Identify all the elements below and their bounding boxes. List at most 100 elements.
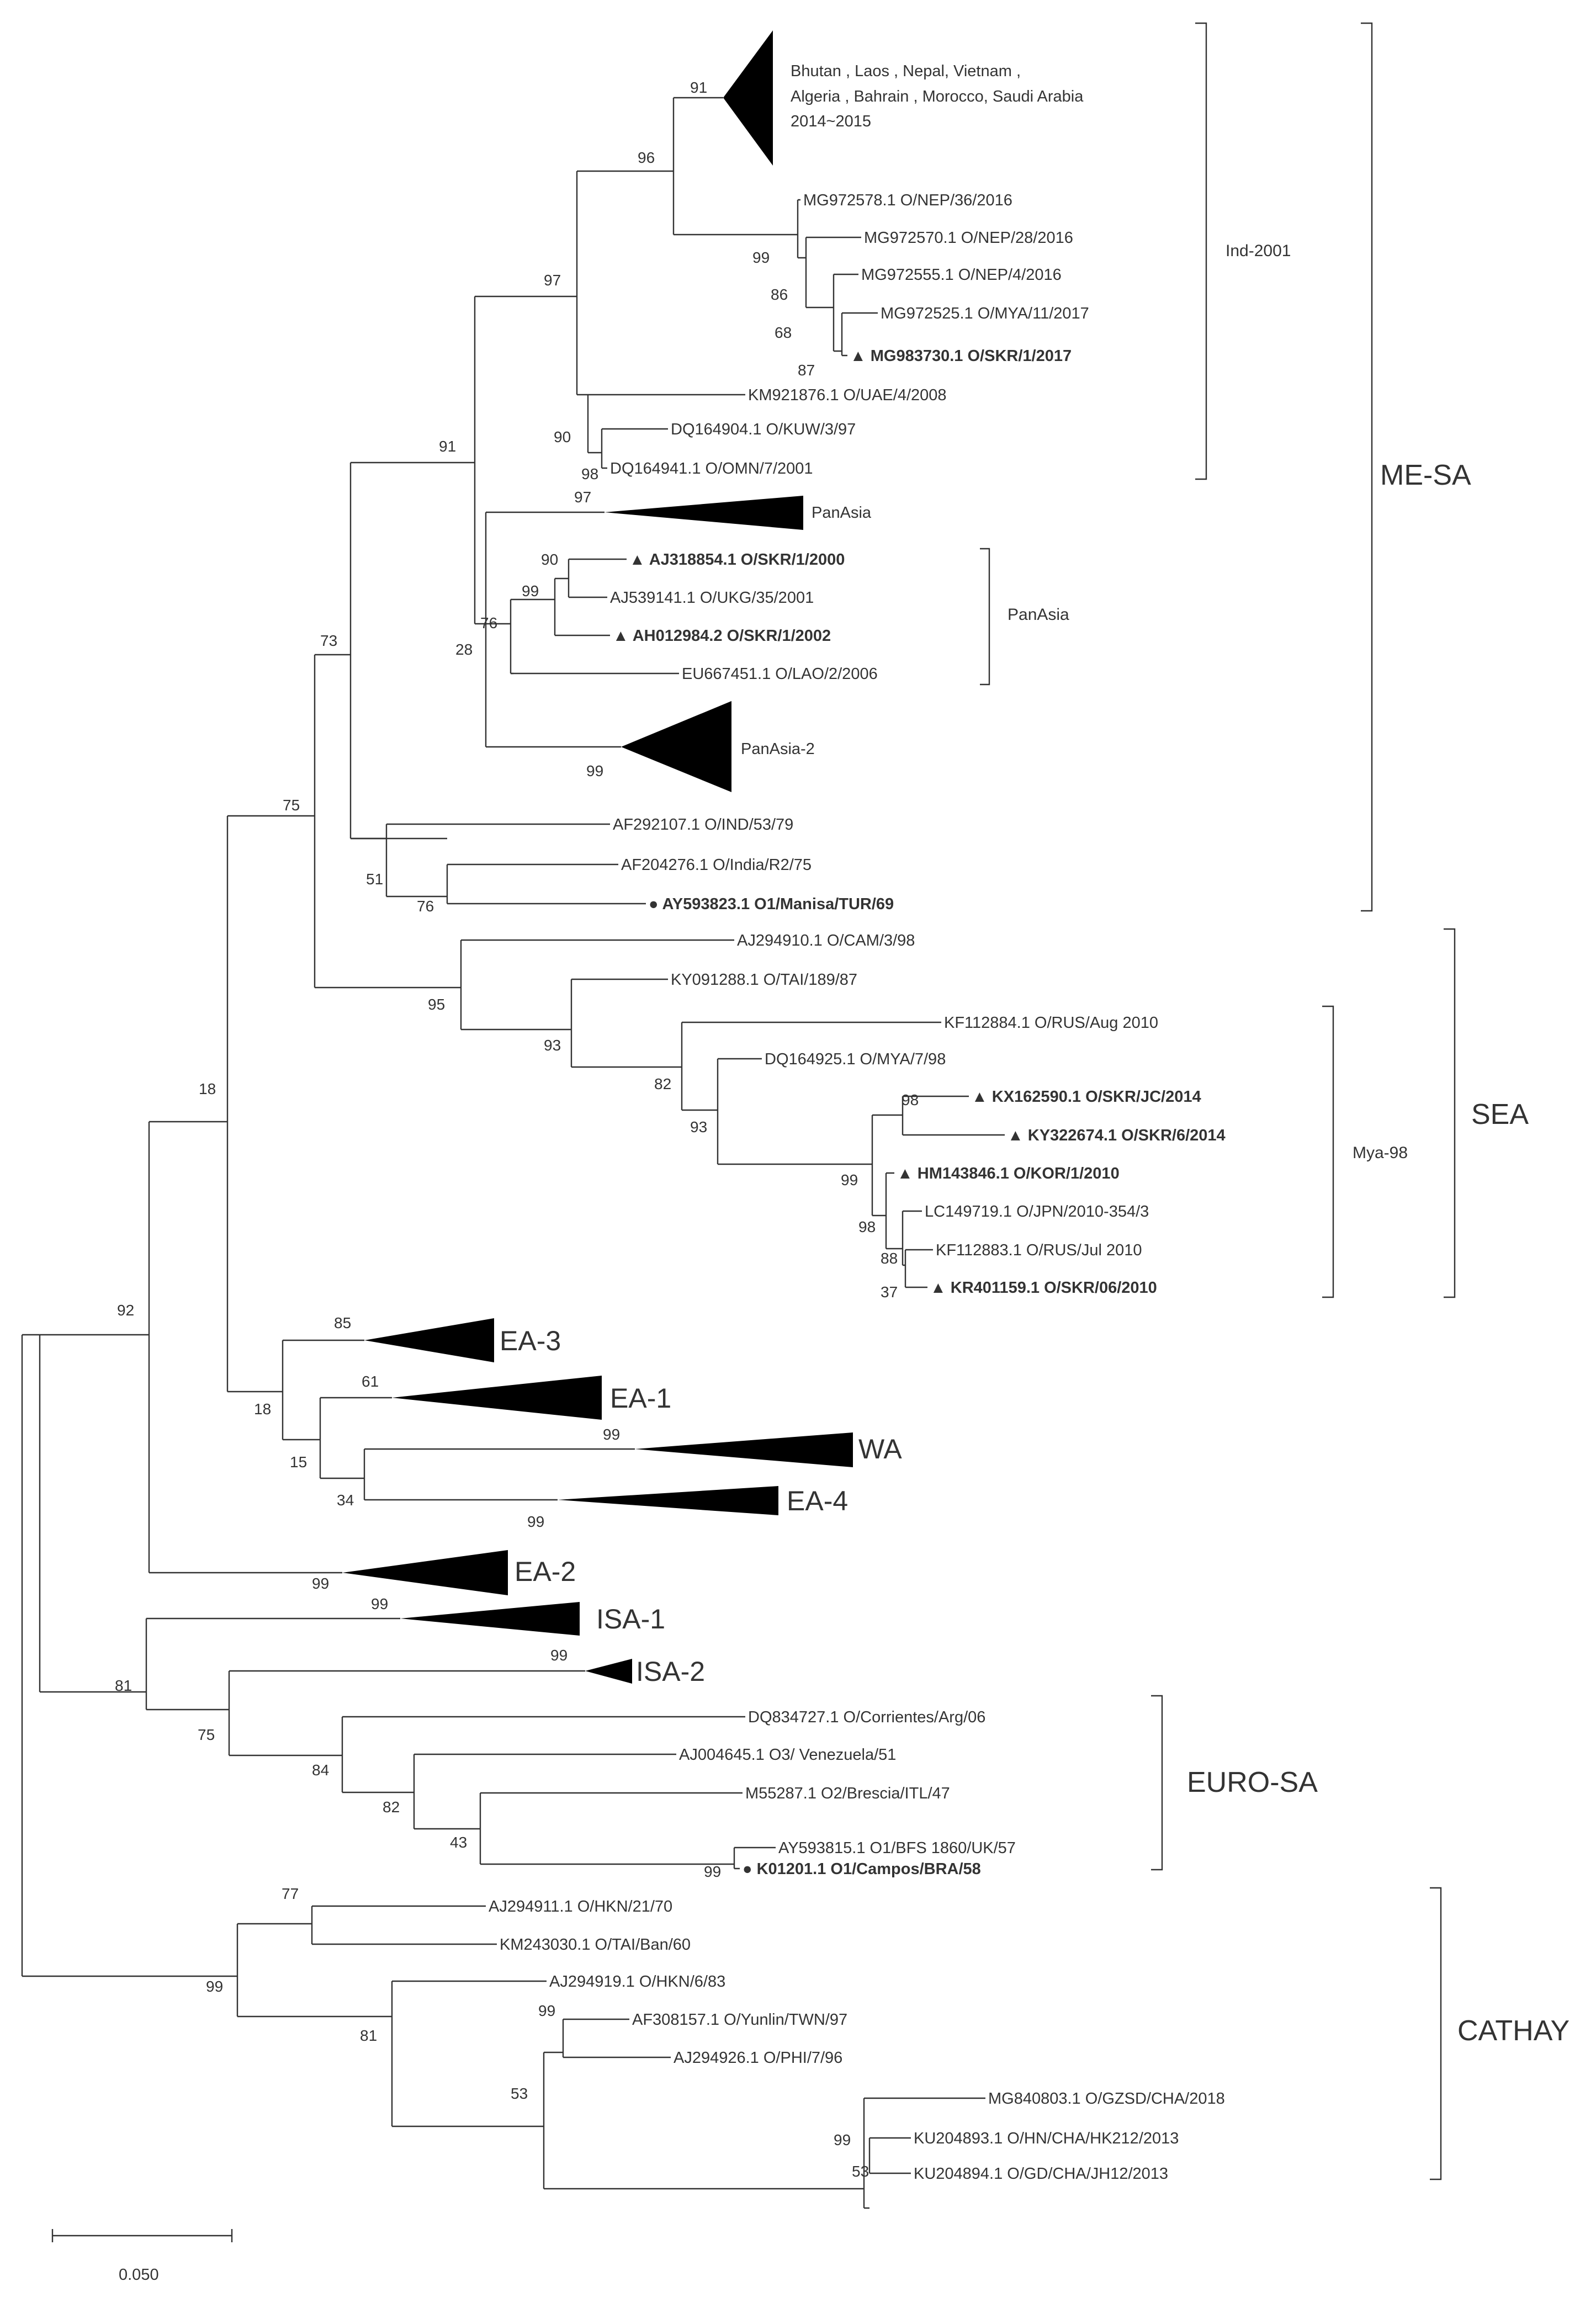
ind-triangle-label-line1: Bhutan , Laos , Nepal, Vietnam , bbox=[791, 62, 1021, 80]
bootstrap-value: 93 bbox=[690, 1118, 707, 1135]
bootstrap-value: 43 bbox=[450, 1834, 467, 1851]
branch-n30 bbox=[904, 1249, 933, 1288]
bootstrap-value: 77 bbox=[282, 1885, 299, 1902]
leaf-label-korean-isolate: ▲ KR401159.1 O/SKR/06/2010 bbox=[930, 1279, 1157, 1297]
branch-n35 bbox=[228, 1670, 585, 1757]
bootstrap-value: 18 bbox=[199, 1080, 216, 1097]
triangle-ea3 bbox=[364, 1318, 494, 1362]
bracket-panasia bbox=[980, 548, 990, 686]
bootstrap-value: 61 bbox=[362, 1373, 379, 1390]
bootstrap-value: 91 bbox=[690, 79, 707, 96]
me-sa-label: ME-SA bbox=[1380, 459, 1471, 491]
branch-n3 bbox=[148, 1121, 342, 1574]
collapsed-clades bbox=[342, 30, 853, 1684]
bootstrap-value: 75 bbox=[283, 797, 300, 814]
branch-n42 bbox=[391, 1980, 547, 2127]
branch-n11 bbox=[805, 236, 861, 309]
leaf-label: AF308157.1 O/Yunlin/TWN/97 bbox=[632, 2011, 847, 2029]
ind-triangle-label-line3: 2014~2015 bbox=[791, 113, 871, 130]
mya98-label: Mya-98 bbox=[1353, 1144, 1408, 1162]
bootstrap-value: 98 bbox=[858, 1218, 876, 1235]
branch-n33 bbox=[363, 1448, 635, 1501]
ea1-label: EA-1 bbox=[610, 1383, 671, 1414]
bootstrap-value: 75 bbox=[198, 1726, 215, 1743]
bracket-mya98 bbox=[1322, 1005, 1334, 1298]
branch-n27 bbox=[902, 1095, 1005, 1136]
leaf-label: MG840803.1 O/GZSD/CHA/2018 bbox=[988, 2090, 1225, 2108]
leaf-label: AJ294911.1 O/HKN/21/70 bbox=[489, 1898, 672, 1915]
branch-n43 bbox=[543, 2051, 864, 2190]
branch-n40 bbox=[236, 1923, 392, 2018]
sea-label: SEA bbox=[1471, 1099, 1529, 1131]
branch-n8 bbox=[576, 170, 674, 396]
triangle-marker-icon: ▲ bbox=[972, 1088, 988, 1106]
bootstrap-value: 53 bbox=[852, 2163, 869, 2180]
leaf-label: DQ834727.1 O/Corrientes/Arg/06 bbox=[748, 1708, 985, 1726]
leaf-label-korean-isolate: ▲ KY322674.1 O/SKR/6/2014 bbox=[1008, 1127, 1226, 1144]
leaf-label-reference-strain: ● AY593823.1 O1/Manisa/TUR/69 bbox=[649, 895, 894, 913]
panasia2-triangle-label: PanAsia-2 bbox=[741, 740, 815, 758]
bootstrap-value: 86 bbox=[771, 286, 788, 303]
bootstrap-value: 99 bbox=[550, 1647, 568, 1664]
leaf-label: AF204276.1 O/India/R2/75 bbox=[621, 856, 812, 874]
wa-label: WA bbox=[858, 1434, 902, 1464]
branch-n14 bbox=[587, 394, 745, 454]
bootstrap-value: 84 bbox=[312, 1761, 329, 1779]
branch-n4 bbox=[226, 815, 315, 1393]
bootstrap-value: 98 bbox=[581, 465, 598, 482]
branch-n9 bbox=[672, 97, 798, 236]
bootstrap-value: 85 bbox=[334, 1314, 351, 1331]
bootstrap-value: 92 bbox=[117, 1302, 134, 1319]
triangle-ea4 bbox=[558, 1486, 778, 1515]
ea2-label: EA-2 bbox=[515, 1556, 576, 1587]
branch-n20 bbox=[351, 823, 610, 898]
branch-n36 bbox=[341, 1716, 745, 1793]
bootstrap-value: 96 bbox=[638, 149, 655, 166]
leaf-label: EU667451.1 O/LAO/2/2006 bbox=[682, 665, 878, 683]
triangle-wa bbox=[635, 1432, 853, 1467]
bootstrap-value: 82 bbox=[383, 1798, 400, 1816]
branch-n21 bbox=[446, 863, 646, 905]
leaf-label: MG972570.1 O/NEP/28/2016 bbox=[864, 229, 1073, 247]
leaf-label: AJ539141.1 O/UKG/35/2001 bbox=[610, 589, 814, 607]
leaf-label: KF112884.1 O/RUS/Aug 2010 bbox=[944, 1014, 1158, 1032]
bootstrap-value: 99 bbox=[538, 2002, 555, 2019]
leaf-label: AJ294919.1 O/HKN/6/83 bbox=[549, 1973, 725, 1991]
bootstrap-value: 76 bbox=[417, 898, 434, 915]
triangle-marker-icon: ▲ bbox=[897, 1165, 913, 1182]
ind2001-label: Ind-2001 bbox=[1226, 242, 1291, 260]
bootstrap-value: 81 bbox=[360, 2027, 377, 2044]
leaf-label: AJ294910.1 O/CAM/3/98 bbox=[737, 932, 915, 949]
leaf-label: KM921876.1 O/UAE/4/2008 bbox=[748, 386, 947, 404]
branch-n39 bbox=[733, 1846, 776, 1870]
bootstrap-value: 18 bbox=[254, 1400, 271, 1418]
leaf-label-reference-strain: ● K01201.1 O1/Campos/BRA/58 bbox=[743, 1860, 981, 1878]
leaf-label: MG972578.1 O/NEP/36/2016 bbox=[803, 192, 1012, 209]
bootstrap-value: 97 bbox=[544, 272, 561, 289]
bootstrap-value: 90 bbox=[541, 551, 558, 568]
bootstrap-value: 99 bbox=[834, 2131, 851, 2148]
scale-bar: 0.050 bbox=[51, 2229, 233, 2284]
bootstrap-value: 99 bbox=[704, 1863, 721, 1880]
branch-n37 bbox=[413, 1753, 676, 1830]
leaf-label: KU204893.1 O/HN/CHA/HK212/2013 bbox=[914, 2130, 1179, 2147]
bootstrap-value: 82 bbox=[654, 1075, 671, 1092]
bootstrap-value: 28 bbox=[455, 641, 473, 658]
leaf-label: MG972525.1 O/MYA/11/2017 bbox=[881, 305, 1089, 322]
bracket-euro-sa bbox=[1151, 1695, 1163, 1871]
bootstrap-value: 68 bbox=[775, 324, 792, 341]
bootstrap-value: 97 bbox=[574, 489, 591, 506]
bootstrap-value: 99 bbox=[371, 1595, 388, 1612]
branch-n22 bbox=[460, 939, 734, 1031]
triangle-panasia bbox=[605, 496, 803, 530]
scale-bar-label: 0.050 bbox=[119, 2266, 159, 2284]
bootstrap-value: 99 bbox=[527, 1513, 544, 1530]
bootstrap-value: 99 bbox=[312, 1575, 329, 1592]
leaf-label: DQ164904.1 O/KUW/3/97 bbox=[671, 421, 856, 438]
circle-marker-icon: ● bbox=[649, 895, 659, 913]
bootstrap-value: 99 bbox=[206, 1978, 223, 1995]
branch-n38 bbox=[479, 1792, 743, 1865]
triangle-marker-icon: ▲ bbox=[1008, 1127, 1024, 1144]
leaf-label-korean-isolate: ▲ HM143846.1 O/KOR/1/2010 bbox=[897, 1165, 1120, 1182]
